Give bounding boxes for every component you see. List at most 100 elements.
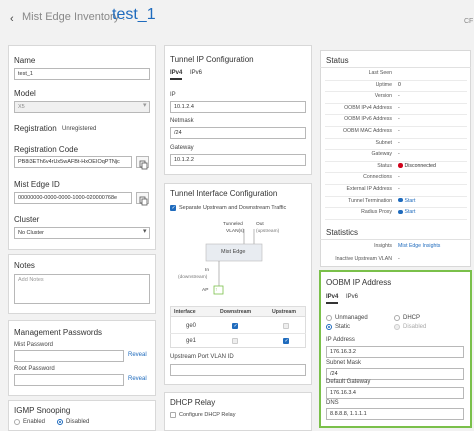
tunnel-gateway-label: Gateway bbox=[170, 145, 194, 151]
mist-edge-id-field: 00000000-0000-0000-1000-020000768e bbox=[14, 192, 132, 204]
oobm-disabled-radio[interactable] bbox=[394, 324, 400, 330]
insights-label: Insights bbox=[374, 243, 392, 249]
status-action[interactable]: Start bbox=[398, 198, 415, 204]
dhcp-title: DHCP Relay bbox=[170, 398, 216, 407]
copy-reg-code-button[interactable] bbox=[136, 156, 149, 170]
mist-edge-id-label: Mist Edge ID bbox=[14, 180, 60, 189]
tunnel-ip-tab-ipv6[interactable]: IPv6 bbox=[190, 70, 203, 76]
tunnel-ip-label: IP bbox=[170, 92, 176, 98]
status-row-divider bbox=[325, 218, 467, 220]
ge1-upstream-checkbox[interactable] bbox=[283, 338, 289, 344]
tunnel-ip-input[interactable]: 10.1.2.4 bbox=[170, 101, 306, 113]
ge0-upstream-checkbox[interactable] bbox=[283, 323, 289, 329]
tunnel-iface-panel bbox=[164, 183, 312, 385]
passwords-title: Management Passwords bbox=[14, 328, 103, 337]
mist-password-reveal-link[interactable]: Reveal bbox=[128, 352, 147, 358]
root-password-reveal-link[interactable]: Reveal bbox=[128, 376, 147, 382]
copy-icon bbox=[139, 196, 148, 206]
status-row-divider bbox=[325, 114, 467, 116]
breadcrumb[interactable]: Mist Edge Inventory : bbox=[22, 11, 126, 23]
back-chevron-icon[interactable]: ‹ bbox=[10, 13, 14, 25]
ap-icon: ↑ bbox=[215, 287, 218, 293]
oobm-gateway-input[interactable]: 176.16.3.4 bbox=[326, 387, 464, 399]
status-key: Gateway bbox=[371, 151, 392, 158]
tunnel-ip-tab-ipv4[interactable]: IPv4 bbox=[170, 70, 183, 80]
diagram-upstream-label: (upstream) bbox=[256, 229, 280, 234]
igmp-enabled-label: Enabled bbox=[23, 419, 46, 425]
row-ge1-name: ge1 bbox=[186, 338, 197, 344]
upstream-vlan-input[interactable] bbox=[170, 364, 306, 376]
tunnel-netmask-input[interactable]: /24 bbox=[170, 127, 306, 139]
root-password-input[interactable] bbox=[14, 374, 124, 386]
diagram-ap-label: AP bbox=[202, 288, 209, 293]
oobm-tab-ipv6[interactable]: IPv6 bbox=[346, 294, 359, 300]
cluster-select[interactable]: No Cluster bbox=[14, 227, 150, 239]
status-value-text: Start bbox=[404, 209, 416, 216]
configure-dhcp-checkbox[interactable] bbox=[170, 412, 176, 418]
status-title: Status bbox=[326, 56, 349, 65]
oobm-dns-input[interactable]: 8.8.8.8, 1.1.1.1 bbox=[326, 408, 464, 420]
mist-password-label: Mist Password bbox=[14, 342, 54, 348]
status-row-divider bbox=[325, 183, 467, 185]
ap-box bbox=[213, 285, 224, 295]
igmp-disabled-label: Disabled bbox=[66, 419, 90, 425]
oobm-ip-input[interactable]: 176.16.3.2 bbox=[326, 346, 464, 358]
oobm-tab-ipv4[interactable]: IPv4 bbox=[326, 294, 339, 304]
col-upstream: Upstream bbox=[272, 309, 296, 315]
status-dot-icon bbox=[398, 209, 403, 215]
status-key: Version bbox=[374, 93, 392, 100]
status-value: - bbox=[398, 174, 400, 181]
status-row-divider bbox=[325, 125, 467, 127]
separate-traffic-checkbox[interactable] bbox=[170, 205, 176, 211]
page-title: test_1 bbox=[112, 6, 156, 23]
mist-password-input[interactable] bbox=[14, 350, 124, 362]
oobm-subnet-input[interactable]: /24 bbox=[326, 368, 464, 380]
igmp-enabled-radio[interactable] bbox=[14, 419, 20, 425]
inactive-vlan-label: Inactive Upstream VLAN bbox=[335, 256, 392, 262]
status-key: Last Seen bbox=[368, 70, 392, 76]
status-action[interactable]: Start bbox=[398, 209, 415, 215]
model-select[interactable]: X5 bbox=[14, 101, 150, 113]
ge0-downstream-checkbox[interactable] bbox=[232, 323, 238, 329]
copy-mist-edge-id-button[interactable] bbox=[136, 192, 149, 206]
diagram-out-label: Out bbox=[256, 222, 264, 227]
inactive-vlan-value: - bbox=[398, 256, 400, 262]
configure-dhcp-label: Configure DHCP Relay bbox=[179, 412, 236, 418]
copy-icon bbox=[139, 160, 148, 170]
status-value-text: Start bbox=[404, 197, 416, 204]
oobm-static-radio[interactable] bbox=[326, 324, 332, 330]
status-row-divider bbox=[325, 91, 467, 93]
status-key: Status bbox=[377, 162, 392, 169]
igmp-panel bbox=[8, 400, 156, 431]
status-row-divider bbox=[325, 195, 467, 197]
oobm-disabled-label: Disabled bbox=[403, 324, 427, 330]
notes-title: Notes bbox=[14, 261, 35, 270]
status-value-text: Disconnected bbox=[404, 162, 436, 169]
oobm-dhcp-radio[interactable] bbox=[394, 315, 400, 321]
reg-code-label: Registration Code bbox=[14, 145, 79, 154]
status-dot-icon bbox=[398, 197, 403, 203]
status-key: Uptime bbox=[375, 81, 392, 88]
status-key: Subnet bbox=[375, 139, 392, 146]
col-downstream: Downstream bbox=[220, 309, 252, 315]
status-row-divider bbox=[325, 207, 467, 209]
tunnel-diagram bbox=[205, 229, 263, 295]
col-interface: Interface bbox=[174, 309, 196, 315]
status-dot-icon bbox=[398, 163, 403, 168]
status-row-divider bbox=[325, 172, 467, 174]
oobm-unmanaged-radio[interactable] bbox=[326, 315, 332, 321]
ge1-downstream-checkbox[interactable] bbox=[232, 338, 238, 344]
igmp-disabled-radio[interactable] bbox=[57, 419, 63, 425]
oobm-dhcp-label: DHCP bbox=[403, 315, 421, 321]
status-value: - bbox=[398, 151, 400, 158]
oobm-dns-label: DNS bbox=[326, 400, 339, 406]
status-panel bbox=[320, 50, 471, 267]
tunnel-netmask-label: Netmask bbox=[170, 118, 194, 124]
status-key: External IP Address bbox=[346, 186, 392, 192]
insights-link[interactable]: Mist Edge Insights bbox=[398, 243, 441, 249]
name-input[interactable]: test_1 bbox=[14, 68, 150, 80]
tunnel-gateway-input[interactable]: 10.1.2.2 bbox=[170, 154, 306, 166]
mist-edge-box bbox=[205, 243, 263, 262]
notes-textarea[interactable]: Add Notes bbox=[14, 274, 150, 304]
diagram-in-label: In bbox=[205, 268, 210, 273]
